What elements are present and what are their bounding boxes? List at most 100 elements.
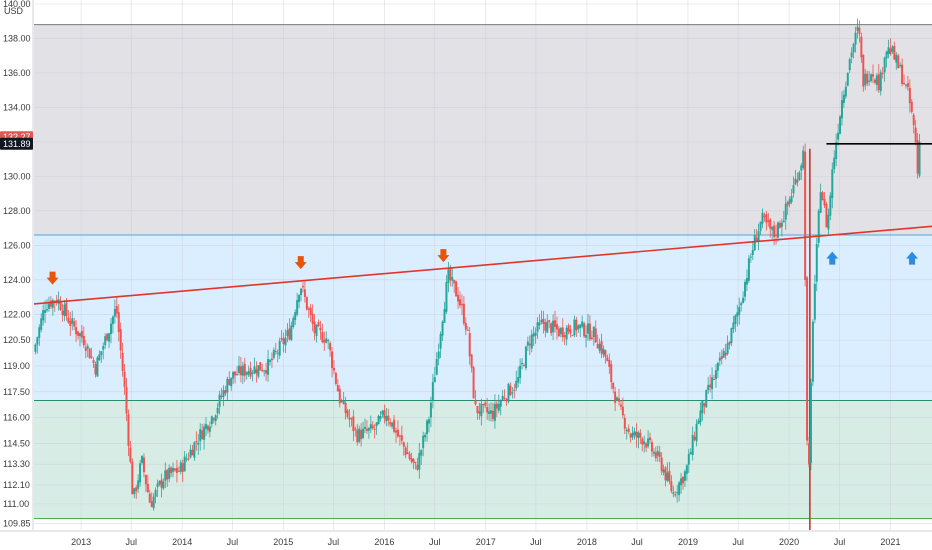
candle-body xyxy=(808,443,811,465)
candle-body xyxy=(879,72,882,92)
x-tick-label: Jul xyxy=(227,537,239,547)
candle-body xyxy=(94,363,97,375)
candle-body xyxy=(46,309,49,311)
candle-body xyxy=(804,151,807,280)
candle-body xyxy=(362,428,365,438)
candle-body xyxy=(736,312,739,317)
candle-body xyxy=(224,390,227,394)
candle-body xyxy=(825,204,828,228)
candle-body xyxy=(447,269,450,283)
candle-body xyxy=(666,472,669,481)
candle-body xyxy=(788,199,791,204)
candle-body xyxy=(503,397,506,399)
shaded-zone-2 xyxy=(34,400,932,519)
candle-body xyxy=(195,441,198,443)
y-tick-label: 109.85 xyxy=(3,519,31,529)
candle-body xyxy=(637,432,640,439)
candle-body xyxy=(365,428,368,431)
candle-body xyxy=(742,297,745,303)
candle-body xyxy=(113,308,116,317)
candle-body xyxy=(782,220,785,223)
candle-body xyxy=(146,483,149,493)
candle-body xyxy=(406,452,409,454)
candle-body xyxy=(404,447,407,455)
candle-body xyxy=(338,388,341,404)
candle-body xyxy=(111,316,114,325)
candle-body xyxy=(555,324,558,330)
x-tick-label: Jul xyxy=(732,537,744,547)
candle-body xyxy=(778,222,781,228)
candle-body xyxy=(854,32,857,45)
candle-body xyxy=(268,360,271,362)
down-arrow-icon xyxy=(294,256,307,270)
x-axis[interactable]: 2013 Jul 2014 Jul 2015 Jul 2016 Jul 2017 Jul 2018 J… xyxy=(0,530,932,550)
candle-body xyxy=(125,387,128,414)
candle-body xyxy=(290,325,293,340)
candle-body xyxy=(618,398,621,402)
y-tick-label: 130.00 xyxy=(3,171,31,181)
x-tick-label: 2013 xyxy=(71,537,91,547)
candle-body xyxy=(625,430,628,432)
candle-body xyxy=(842,94,845,103)
candle-body xyxy=(478,411,481,414)
candle-body xyxy=(765,214,768,223)
candle-body xyxy=(697,420,700,425)
candle-body xyxy=(267,359,270,375)
candle-body xyxy=(127,414,130,446)
candle-body xyxy=(538,322,541,326)
up-arrow-icon xyxy=(906,251,919,265)
candle-body xyxy=(722,350,725,358)
candle-body xyxy=(396,429,399,437)
candle-body xyxy=(342,400,345,404)
candle-body xyxy=(206,425,209,431)
price-badge-label: 131.89 xyxy=(3,139,31,149)
candle-body xyxy=(800,165,803,171)
candle-body xyxy=(476,405,479,413)
candle-body xyxy=(280,337,283,340)
candle-body xyxy=(664,467,667,481)
candle-body xyxy=(798,172,801,180)
candle-body xyxy=(437,351,440,359)
candle-body xyxy=(534,332,537,336)
candle-body xyxy=(819,192,822,213)
candle-body xyxy=(466,329,469,331)
candle-body xyxy=(877,74,880,91)
candle-body xyxy=(243,363,246,376)
candle-body xyxy=(676,492,679,494)
y-axis[interactable]: USD 140.00138.00136.00134.00132.00130.00… xyxy=(0,0,34,550)
candle-body xyxy=(173,468,176,471)
candle-body xyxy=(714,370,717,379)
candle-body xyxy=(507,383,510,402)
candle-body xyxy=(486,407,489,413)
candle-body xyxy=(579,324,582,328)
candle-body xyxy=(563,335,566,338)
candle-body xyxy=(294,312,297,321)
candle-body xyxy=(862,54,865,87)
candle-body xyxy=(670,481,673,492)
candle-body xyxy=(780,222,783,227)
candles xyxy=(34,18,921,511)
candle-body xyxy=(912,114,915,126)
candle-body xyxy=(749,256,752,258)
candle-body xyxy=(627,428,630,432)
trend-line[interactable] xyxy=(33,225,932,305)
candle-body xyxy=(179,462,182,472)
candle-body xyxy=(751,249,754,256)
candle-body xyxy=(567,325,570,332)
y-tick-label: 117.50 xyxy=(3,387,30,397)
y-axis-background xyxy=(0,0,33,550)
candle-body xyxy=(786,202,789,206)
candle-body xyxy=(899,65,902,67)
x-tick-label: 2014 xyxy=(172,537,192,547)
candle-body xyxy=(375,422,378,427)
candle-body xyxy=(371,425,374,429)
candle-body xyxy=(668,470,671,482)
candle-body xyxy=(550,323,553,334)
candle-body xyxy=(210,416,213,424)
candle-body xyxy=(385,415,388,422)
candle-body xyxy=(119,328,122,351)
candle-body xyxy=(720,356,723,360)
candle-body xyxy=(108,333,111,342)
